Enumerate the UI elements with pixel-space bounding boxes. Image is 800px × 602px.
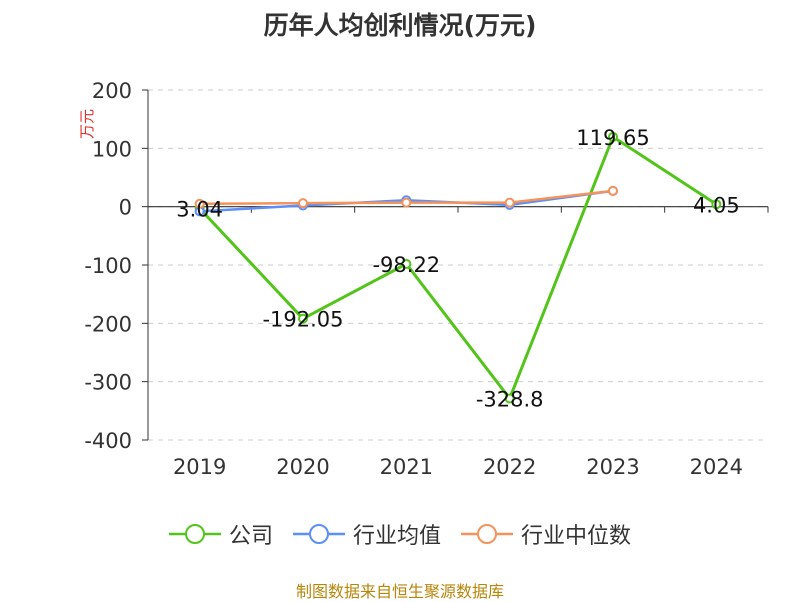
axis-layer: 200 100 0 -100 -200 -300 -400 万元 2019 2020 2021 202… xyxy=(78,79,769,479)
chart-title: 历年人均创利情况(万元) xyxy=(263,11,537,40)
legend-marker-icon xyxy=(461,524,513,544)
series-layer xyxy=(194,131,722,404)
y-tick-label: -300 xyxy=(84,371,132,395)
x-tick-label: 2023 xyxy=(586,455,639,479)
data-point xyxy=(608,185,618,196)
data-point xyxy=(401,258,412,269)
y-tick-label: 0 xyxy=(119,196,132,220)
data-point xyxy=(504,393,515,404)
y-tick-label: -100 xyxy=(84,254,132,278)
x-tick-label: 2020 xyxy=(276,455,329,479)
y-axis-label: 万元 xyxy=(78,109,96,139)
data-label: 4.05 xyxy=(693,193,740,217)
data-label: 3.04 xyxy=(176,197,223,221)
grid-layer xyxy=(148,89,768,441)
x-tick-label: 2022 xyxy=(483,455,536,479)
series-line xyxy=(198,135,718,400)
data-label: 119.65 xyxy=(576,126,649,150)
y-tick-label: 100 xyxy=(92,137,132,161)
x-tick-label: 2024 xyxy=(690,455,743,479)
data-point xyxy=(298,198,308,209)
y-tick-label: -200 xyxy=(84,312,132,336)
data-point xyxy=(504,197,515,208)
source-note: 制图数据来自恒生聚源数据库 xyxy=(295,582,504,601)
data-point xyxy=(194,198,205,209)
x-tick-label: 2019 xyxy=(173,455,226,479)
y-tick-label: 200 xyxy=(92,79,132,103)
legend-marker-icon xyxy=(168,524,221,544)
legend-label: 行业均值 xyxy=(352,524,441,549)
data-point xyxy=(401,197,412,208)
legend-item[interactable]: 公司 xyxy=(168,518,273,550)
data-point xyxy=(608,131,618,142)
data-point xyxy=(298,313,308,324)
legend: 公司 行业均值 行业中位数 xyxy=(0,518,800,550)
legend-marker-icon xyxy=(292,524,345,544)
legend-label: 公司 xyxy=(228,524,273,549)
data-label: -328.8 xyxy=(476,387,544,411)
label-layer: 3.04 -192.05 -98.22 -328.8 119.65 4.05 xyxy=(176,126,739,412)
legend-item[interactable]: 行业中位数 xyxy=(461,518,631,550)
legend-label: 行业中位数 xyxy=(521,524,632,549)
legend-item[interactable]: 行业均值 xyxy=(292,518,441,550)
y-tick-label: -400 xyxy=(84,429,132,453)
data-label: -192.05 xyxy=(262,308,343,332)
data-label: -98.22 xyxy=(372,253,440,277)
x-tick-label: 2021 xyxy=(380,455,433,479)
data-point xyxy=(711,199,722,210)
